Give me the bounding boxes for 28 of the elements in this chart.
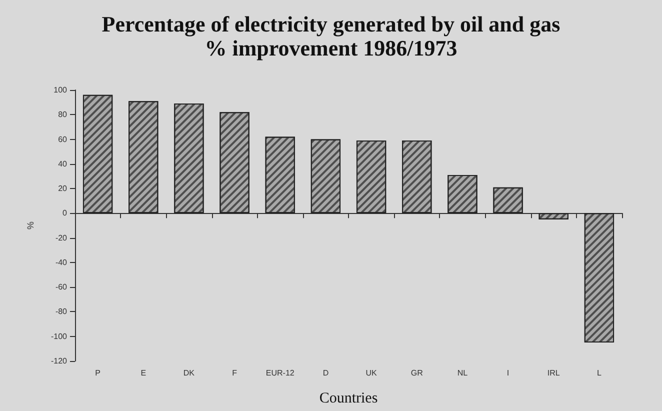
y-tick-label: -80 (55, 307, 68, 316)
x-tick-label: EUR-12 (266, 368, 295, 378)
y-tick-label: 80 (58, 110, 68, 120)
y-tick-label: -40 (55, 258, 68, 267)
x-tick-label: UK (366, 368, 378, 378)
x-tick-label: DK (183, 368, 196, 378)
y-tick-label: -100 (50, 332, 68, 341)
y-axis-title: % (26, 221, 36, 230)
x-tick-label: E (140, 368, 146, 378)
chart-title: Percentage of electricity generated by oil and gas (102, 12, 561, 36)
x-tick-label: GR (410, 368, 424, 378)
y-tick-label: 100 (54, 86, 68, 94)
x-tick-label: NL (457, 368, 468, 378)
y-tick-label: -20 (55, 233, 68, 242)
x-tick-label: I (506, 368, 510, 378)
x-tick-label: IRL (547, 368, 560, 378)
y-tick-label: -120 (50, 356, 68, 366)
x-tick-label: L (596, 368, 602, 378)
y-tick-label: 0 (62, 208, 68, 218)
y-tick-label: -60 (55, 282, 68, 292)
y-tick-label: 40 (58, 159, 68, 168)
x-axis-title: Countries (319, 390, 378, 406)
x-tick-label: F (232, 368, 238, 378)
y-tick-label: 20 (58, 184, 68, 194)
y-tick-label: 60 (58, 134, 68, 144)
x-tick-label: D (322, 368, 329, 378)
chart-subtitle: % improvement 1986/1973 (204, 36, 458, 60)
x-tick-label: P (95, 368, 100, 378)
